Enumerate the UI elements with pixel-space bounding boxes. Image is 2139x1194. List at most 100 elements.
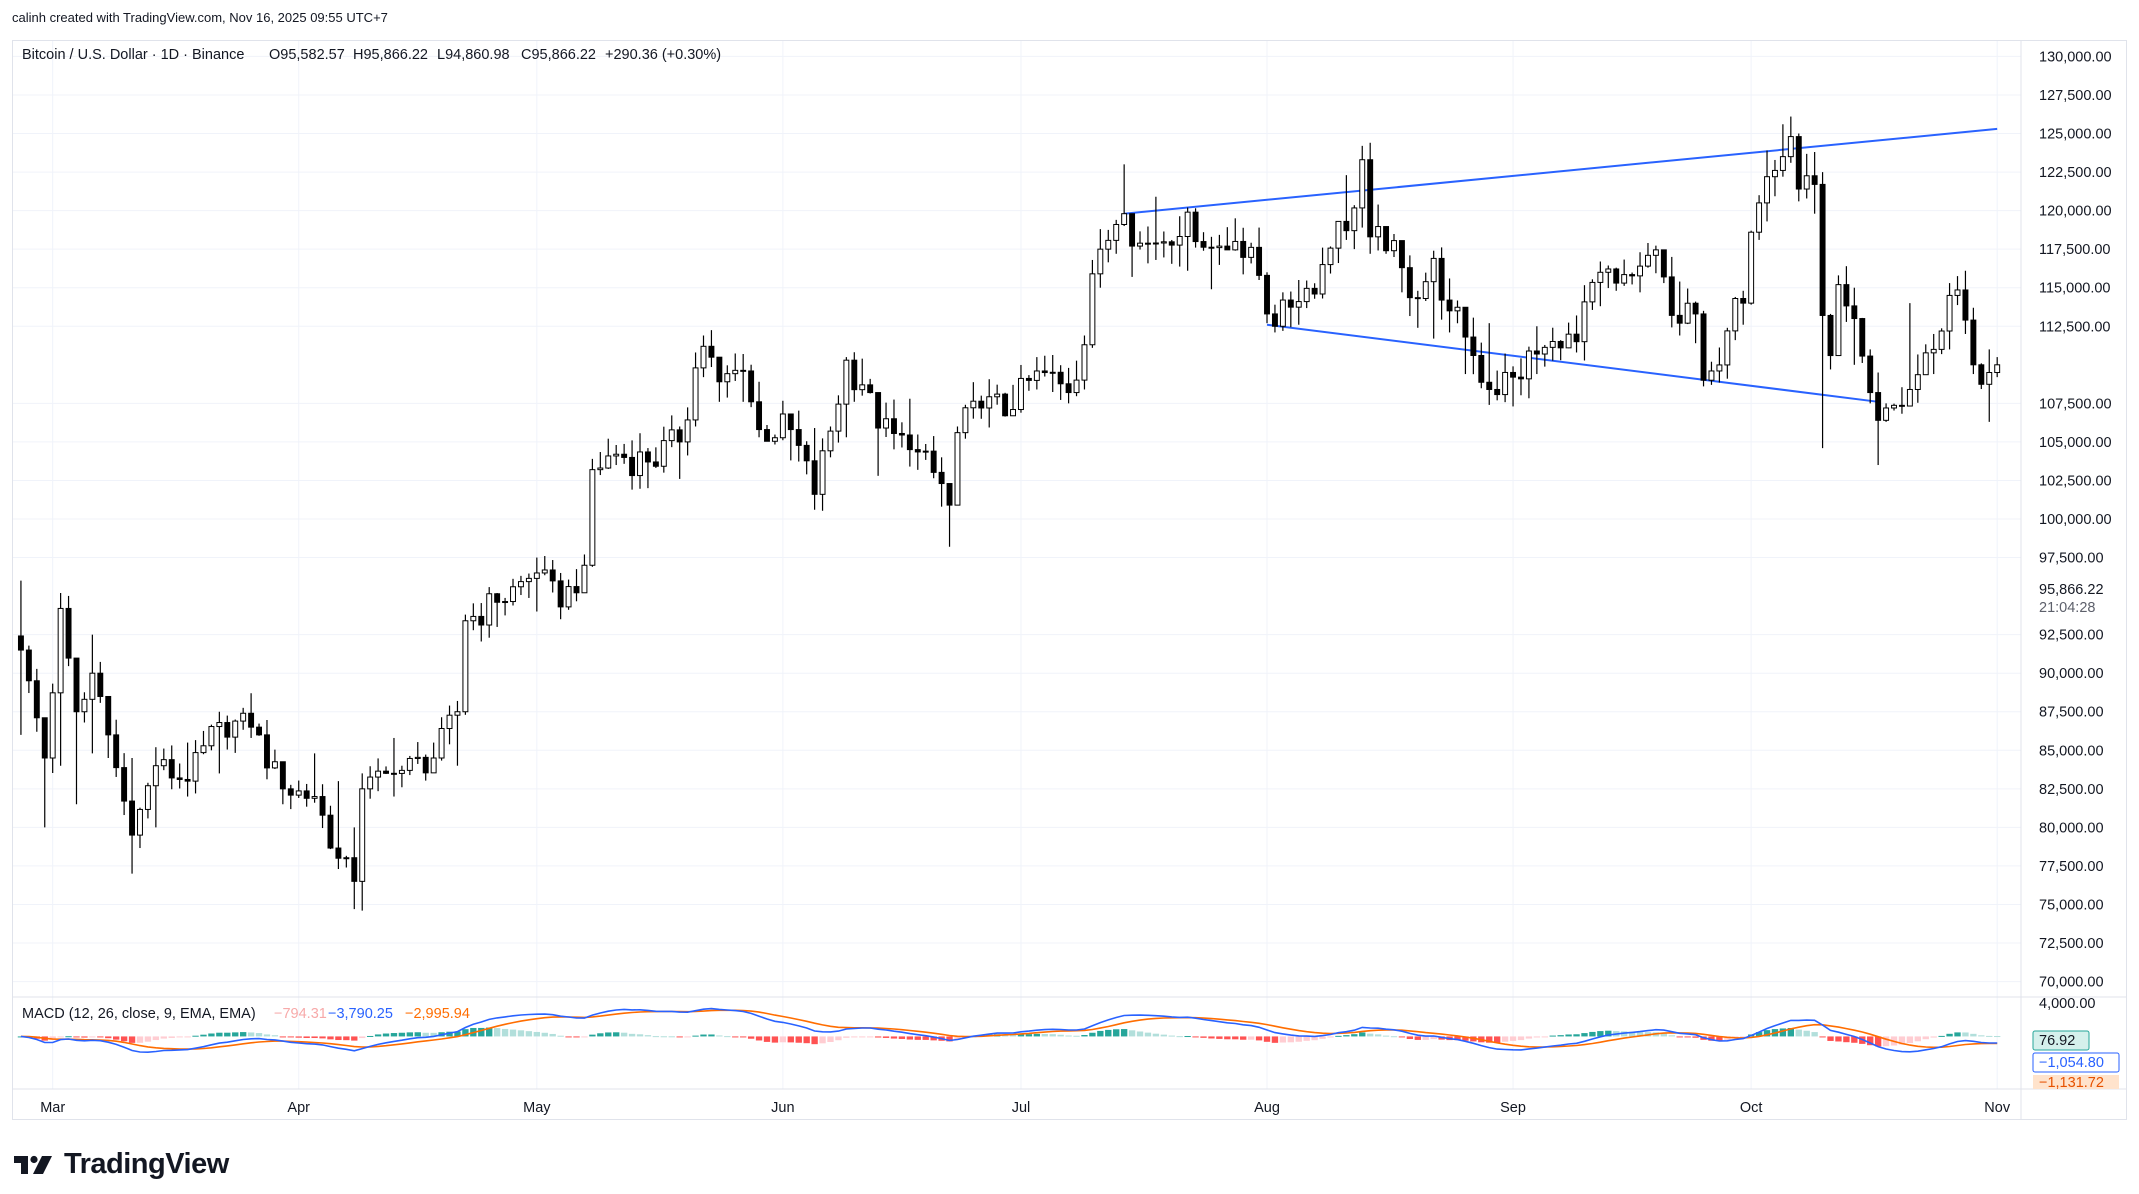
macd-histogram-bar: [1359, 1032, 1366, 1037]
candle-body: [359, 788, 366, 882]
candle: [1835, 275, 1842, 357]
candle: [629, 440, 636, 490]
macd-histogram-bar: [1089, 1032, 1096, 1037]
macd-signal-line: [20, 1009, 1998, 1050]
macd-histogram-bar: [255, 1033, 263, 1037]
candle: [1271, 304, 1278, 333]
macd-histogram-bar: [1827, 1036, 1834, 1041]
candle: [1168, 239, 1175, 264]
macd-histogram-bar: [827, 1036, 834, 1042]
macd-histogram-bar: [160, 1036, 167, 1039]
time-axis[interactable]: Mar Apr May Jun Jul Aug Sep Oct Nov: [40, 1100, 2011, 1116]
macd-histogram-bar: [271, 1035, 279, 1037]
candle-body: [795, 429, 802, 446]
candle: [1470, 317, 1477, 375]
chart-svg[interactable]: 130,000.00 127,500.00 125,000.00 122,500.00…: [13, 41, 2126, 1119]
candle: [65, 595, 72, 667]
macd-histogram-bar: [763, 1036, 771, 1042]
candle-body: [1144, 242, 1151, 245]
candle: [97, 661, 104, 703]
macd-histogram-bar: [1208, 1036, 1215, 1039]
price-axis[interactable]: 130,000.00 127,500.00 125,000.00 122,500.00…: [2039, 49, 2112, 990]
candle: [216, 711, 223, 774]
candle: [637, 433, 643, 489]
candle: [859, 358, 866, 396]
candle-body: [676, 429, 683, 443]
candle: [1811, 152, 1818, 214]
candle: [430, 742, 437, 774]
candle-body: [1256, 246, 1263, 276]
candle: [1121, 164, 1128, 227]
price-tick-label: 127,500.00: [2039, 88, 2112, 104]
candle: [1573, 315, 1580, 353]
candle: [811, 428, 818, 510]
candle-body: [629, 456, 636, 477]
candle-body: [383, 770, 389, 774]
macd-histogram-bar: [216, 1032, 223, 1037]
candle: [1756, 195, 1763, 240]
candle: [1137, 231, 1143, 250]
candle: [121, 753, 128, 816]
price-tick-label: 125,000.00: [2039, 127, 2112, 143]
candle-body: [1081, 344, 1088, 381]
candle-body: [1946, 294, 1953, 332]
macd-histogram-bar: [351, 1036, 358, 1041]
macd-histogram-bar: [1628, 1031, 1636, 1037]
candle-body: [57, 607, 64, 694]
candle-body: [1994, 364, 2001, 374]
macd-histogram-bar: [1319, 1036, 1326, 1039]
candle-body: [168, 759, 175, 779]
candle-body: [883, 418, 890, 429]
candle-body: [1700, 313, 1707, 381]
candle: [1724, 327, 1731, 379]
candle-body: [1906, 388, 1913, 407]
candle: [73, 657, 80, 805]
candle: [287, 784, 294, 810]
macd-histogram-bar: [247, 1032, 255, 1037]
candle: [311, 753, 318, 803]
candle: [1938, 328, 1945, 355]
candle-body: [573, 586, 580, 594]
macd-histogram-bar: [859, 1036, 866, 1038]
candle-body: [637, 451, 643, 477]
candle: [1406, 255, 1413, 317]
macd-histogram-bar: [787, 1036, 794, 1043]
macd-histogram-bar: [414, 1032, 421, 1037]
macd-histogram-bar: [1382, 1035, 1390, 1037]
candle: [1819, 172, 1826, 449]
candle-body: [1605, 268, 1612, 273]
candle-body: [1875, 392, 1882, 421]
macd-histogram-bar: [1247, 1036, 1255, 1040]
candle-body: [700, 345, 707, 369]
candle-body: [287, 788, 294, 796]
candle-body: [660, 440, 667, 467]
tradingview-logo[interactable]: TradingView: [14, 1146, 229, 1182]
candle-body: [1137, 242, 1143, 247]
candle-body: [1803, 175, 1810, 190]
macd-histogram-bar: [533, 1031, 541, 1037]
candle-body: [25, 649, 32, 682]
macd-histogram-bar: [1795, 1029, 1802, 1037]
macd-histogram-bar: [359, 1036, 366, 1039]
candle-body: [954, 432, 961, 506]
candle: [462, 614, 469, 715]
macd-histogram-bar: [1509, 1036, 1517, 1041]
candle: [81, 692, 88, 723]
candle: [1502, 353, 1509, 403]
candle: [1597, 261, 1604, 307]
candle-body: [1629, 274, 1636, 277]
price-tick-label: 70,000.00: [2039, 975, 2104, 991]
candle: [1216, 234, 1223, 265]
candle-body: [1835, 284, 1842, 357]
legend-change: +290.36 (+0.30%): [605, 47, 721, 63]
macd-histogram-bar: [1120, 1029, 1128, 1037]
macd-histogram-bar: [1978, 1035, 1985, 1037]
macd-histogram-bar: [581, 1036, 588, 1038]
macd-histogram-bar: [1740, 1036, 1747, 1038]
candle-body: [1811, 175, 1818, 185]
candle: [1518, 358, 1524, 396]
candle: [541, 556, 548, 576]
macd-histogram-bar: [1351, 1034, 1358, 1037]
price-tick-label: 90,000.00: [2039, 666, 2104, 682]
candle: [383, 766, 389, 775]
